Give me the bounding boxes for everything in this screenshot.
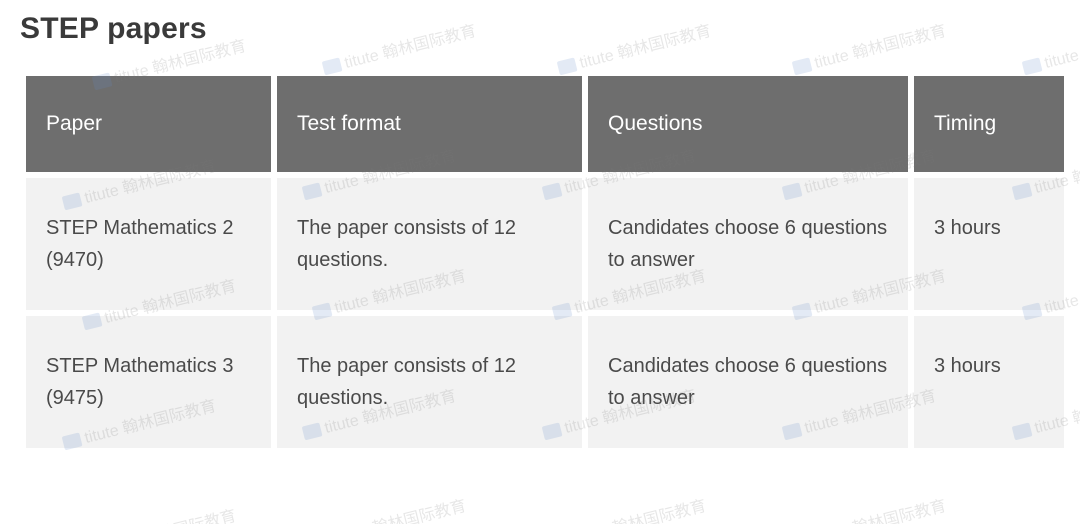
cell-format: The paper consists of 12 questions. [277, 178, 582, 310]
page-title: STEP papers [20, 12, 1060, 46]
cell-timing: 3 hours [914, 316, 1064, 448]
table-row: STEP Mathematics 2 (9470) The paper cons… [26, 178, 1064, 310]
cell-questions: Candidates choose 6 questions to answer [588, 316, 908, 448]
table-row: STEP Mathematics 3 (9475) The paper cons… [26, 316, 1064, 448]
cell-paper: STEP Mathematics 3 (9475) [26, 316, 271, 448]
watermark-text: titute 翰林国际教育 [1020, 492, 1080, 524]
cell-format: The paper consists of 12 questions. [277, 316, 582, 448]
col-header-paper: Paper [26, 76, 271, 172]
cell-questions: Candidates choose 6 questions to answer [588, 178, 908, 310]
watermark-text: titute 翰林国际教育 [310, 492, 468, 524]
table-header-row: Paper Test format Questions Timing [26, 76, 1064, 172]
cell-timing: 3 hours [914, 178, 1064, 310]
col-header-timing: Timing [914, 76, 1064, 172]
cell-paper: STEP Mathematics 2 (9470) [26, 178, 271, 310]
watermark-text: titute 翰林国际教育 [790, 492, 948, 524]
watermark-text: titute 翰林国际教育 [550, 492, 708, 524]
col-header-questions: Questions [588, 76, 908, 172]
step-papers-table: Paper Test format Questions Timing STEP … [20, 70, 1070, 454]
col-header-format: Test format [277, 76, 582, 172]
watermark-text: titute 翰林国际教育 [80, 502, 238, 524]
